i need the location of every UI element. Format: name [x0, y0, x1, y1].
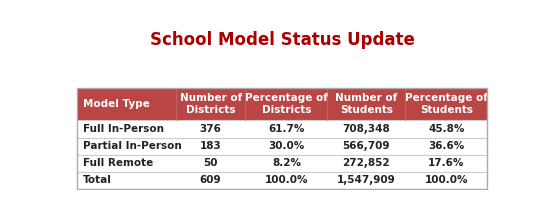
- Text: Full In-Person: Full In-Person: [83, 124, 164, 134]
- Text: 30.0%: 30.0%: [268, 141, 305, 151]
- Text: 1,547,909: 1,547,909: [337, 175, 396, 185]
- Text: 376: 376: [199, 124, 222, 134]
- Text: Partial In-Person: Partial In-Person: [83, 141, 181, 151]
- Text: 708,348: 708,348: [343, 124, 390, 134]
- Text: 100.0%: 100.0%: [425, 175, 468, 185]
- Text: 183: 183: [200, 141, 222, 151]
- Text: 100.0%: 100.0%: [264, 175, 308, 185]
- Text: Number of
Students: Number of Students: [336, 93, 398, 115]
- Text: Model Type: Model Type: [83, 99, 149, 109]
- Text: Percentage of
Districts: Percentage of Districts: [245, 93, 328, 115]
- Text: 8.2%: 8.2%: [272, 158, 301, 168]
- Text: Number of
Districts: Number of Districts: [180, 93, 242, 115]
- Text: 17.6%: 17.6%: [428, 158, 464, 168]
- Text: 272,852: 272,852: [343, 158, 390, 168]
- Text: School Model Status Update: School Model Status Update: [150, 31, 415, 49]
- Text: 36.6%: 36.6%: [428, 141, 464, 151]
- Text: 609: 609: [200, 175, 222, 185]
- Text: Full Remote: Full Remote: [83, 158, 153, 168]
- Text: Percentage of
Students: Percentage of Students: [405, 93, 488, 115]
- Text: Total: Total: [83, 175, 111, 185]
- Text: 566,709: 566,709: [343, 141, 390, 151]
- Text: 61.7%: 61.7%: [268, 124, 305, 134]
- Text: 50: 50: [203, 158, 218, 168]
- Text: 45.8%: 45.8%: [428, 124, 464, 134]
